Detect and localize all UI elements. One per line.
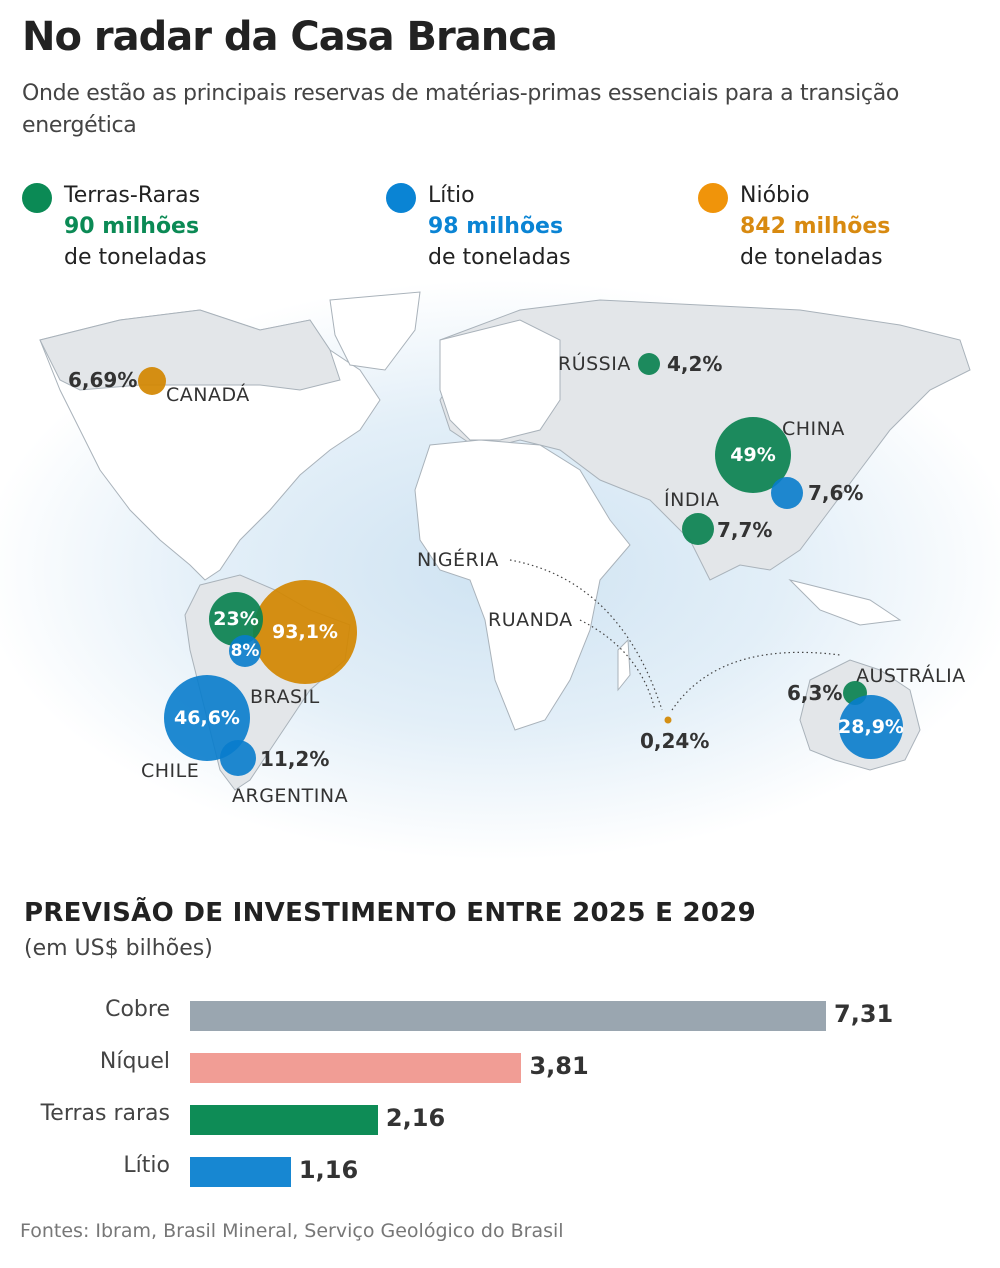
bar-category-label: Lítio bbox=[123, 1153, 170, 1178]
label-russia: RÚSSIA bbox=[558, 353, 631, 375]
connector-australia bbox=[671, 651, 841, 711]
greenland-shape bbox=[329, 291, 421, 371]
africa-shape bbox=[414, 439, 631, 731]
bar bbox=[190, 1105, 378, 1135]
bar-value-label: 7,31 bbox=[834, 1000, 894, 1028]
chart-subtitle: (em US$ bilhões) bbox=[24, 936, 213, 961]
label-argentina: ARGENTINA bbox=[232, 785, 349, 807]
legend-unit: de toneladas bbox=[428, 245, 571, 270]
label-nigeria: NIGÉRIA bbox=[417, 549, 499, 571]
legend-litio: Lítio 98 milhões de toneladas bbox=[386, 180, 571, 273]
world-map bbox=[39, 291, 971, 791]
bubble-brasil-litio: 8% bbox=[229, 635, 261, 667]
legend-amount: 98 milhões bbox=[428, 214, 564, 239]
legend-name: Nióbio bbox=[740, 183, 810, 208]
chart-title: PREVISÃO DE INVESTIMENTO ENTRE 2025 E 20… bbox=[24, 898, 757, 928]
green-dot-icon bbox=[22, 183, 52, 213]
bar bbox=[190, 1053, 522, 1083]
canada-shape bbox=[39, 309, 341, 391]
page-title: No radar da Casa Branca bbox=[22, 14, 558, 60]
label-chile: CHILE bbox=[141, 760, 200, 782]
europe-shape bbox=[439, 319, 561, 441]
legend-niobio: Nióbio 842 milhões de toneladas bbox=[698, 180, 891, 273]
bar bbox=[190, 1001, 826, 1031]
legend-amount: 842 milhões bbox=[740, 214, 891, 239]
bar-category-label: Terras raras bbox=[40, 1101, 170, 1126]
legend-name: Lítio bbox=[428, 183, 475, 208]
source-note: Fontes: Ibram, Brasil Mineral, Serviço G… bbox=[20, 1220, 564, 1242]
legend-terras-raras: Terras-Raras 90 milhões de toneladas bbox=[22, 180, 207, 273]
connector-nigeria bbox=[509, 559, 663, 711]
legend-amount: 90 milhões bbox=[64, 214, 200, 239]
bubble-india-terras bbox=[682, 513, 714, 545]
connector-ruanda bbox=[579, 619, 656, 711]
legend-name: Terras-Raras bbox=[64, 183, 201, 208]
label-canada: CANADÁ bbox=[166, 384, 250, 406]
label-india: ÍNDIA bbox=[664, 489, 720, 511]
bubble-australia-litio: 28,9% bbox=[838, 695, 904, 759]
blue-dot-icon bbox=[386, 183, 416, 213]
bubble-russia-terras bbox=[638, 353, 660, 375]
value-argentina-litio: 11,2% bbox=[260, 747, 330, 771]
subtitle: Onde estão as principais reservas de mat… bbox=[22, 81, 900, 138]
bar-value-label: 2,16 bbox=[385, 1104, 446, 1132]
bubble-china-litio bbox=[771, 477, 803, 509]
value-australia-terras: 6,3% bbox=[787, 681, 843, 705]
value-outros-niobio: 0,24% bbox=[640, 729, 710, 753]
label-australia: AUSTRÁLIA bbox=[856, 665, 966, 687]
label-brasil: BRASIL bbox=[250, 686, 320, 708]
bar bbox=[190, 1157, 291, 1187]
bubble-argentina-litio bbox=[220, 740, 256, 776]
value-india-terras: 7,7% bbox=[717, 518, 773, 542]
bar-category-label: Cobre bbox=[105, 997, 170, 1022]
value-canada-niobio: 6,69% bbox=[68, 368, 138, 392]
southeast-asia-shape bbox=[788, 579, 902, 626]
bubble-canada-niobio bbox=[138, 367, 166, 395]
madagascar-shape bbox=[617, 638, 631, 692]
bubble-brasil-niobio: 93,1% bbox=[253, 580, 357, 684]
bar-category-label: Níquel bbox=[99, 1049, 170, 1074]
bubble-china-terras: 49% bbox=[715, 417, 791, 493]
bubble-chile-litio: 46,6% bbox=[164, 675, 250, 761]
bar-value-label: 1,16 bbox=[298, 1156, 359, 1184]
value-russia-terras: 4,2% bbox=[667, 352, 723, 376]
legend-unit: de toneladas bbox=[64, 245, 207, 270]
bubble-outros-niobio bbox=[664, 716, 672, 724]
label-china: CHINA bbox=[782, 418, 845, 440]
legend-unit: de toneladas bbox=[740, 245, 883, 270]
bar-value-label: 3,81 bbox=[529, 1052, 589, 1080]
orange-dot-icon bbox=[698, 183, 728, 213]
value-china-litio: 7,6% bbox=[808, 481, 864, 505]
label-ruanda: RUANDA bbox=[488, 609, 573, 631]
